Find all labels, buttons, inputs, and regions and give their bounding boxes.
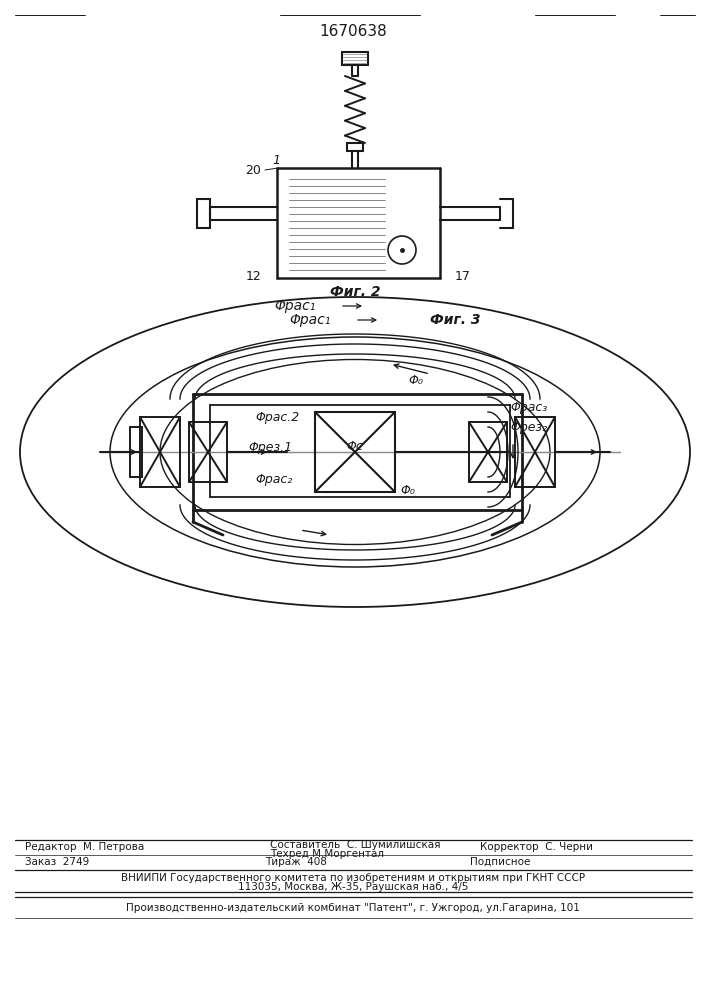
Text: Φрас₁: Φрас₁: [274, 299, 316, 313]
Text: 12: 12: [245, 269, 261, 282]
Text: Подписное: Подписное: [470, 857, 530, 867]
Text: 1670638: 1670638: [319, 24, 387, 39]
Text: 17: 17: [455, 269, 471, 282]
Text: Фиг. 3: Фиг. 3: [430, 313, 480, 327]
Text: Корректор  С. Черни: Корректор С. Черни: [480, 842, 593, 852]
Text: Φс: Φс: [346, 440, 363, 454]
Text: 1: 1: [272, 153, 280, 166]
Text: 113035, Москва, Ж-35, Раушская наб., 4/5: 113035, Москва, Ж-35, Раушская наб., 4/5: [238, 882, 468, 892]
Text: Редактор  М. Петрова: Редактор М. Петрова: [25, 842, 144, 852]
Text: Φрас.2: Φрас.2: [255, 412, 299, 424]
Text: Заказ  2749: Заказ 2749: [25, 857, 89, 867]
Text: Φрас₃: Φрас₃: [510, 400, 547, 414]
Text: Фиг. 2: Фиг. 2: [329, 285, 380, 299]
Text: Составитель  С. Шумилишская: Составитель С. Шумилишская: [270, 840, 440, 850]
Text: Производственно-издательский комбинат "Патент", г. Ужгород, ул.Гагарина, 101: Производственно-издательский комбинат "П…: [126, 903, 580, 913]
Text: Φрас₂: Φрас₂: [255, 474, 292, 487]
Text: Φрез₂: Φрез₂: [510, 420, 547, 434]
Text: Тираж  408: Тираж 408: [265, 857, 327, 867]
Text: Φ₀: Φ₀: [408, 373, 423, 386]
Text: ВНИИПИ Государственного комитета по изобретениям и открытиям при ГКНТ СССР: ВНИИПИ Государственного комитета по изоб…: [121, 873, 585, 883]
Text: Техред М.Моргентал: Техред М.Моргентал: [270, 849, 384, 859]
Text: Φрас₁: Φрас₁: [289, 313, 331, 327]
Text: 20: 20: [245, 163, 261, 176]
Text: Φ₀: Φ₀: [400, 484, 415, 496]
Text: Φрез.1: Φрез.1: [248, 440, 292, 454]
